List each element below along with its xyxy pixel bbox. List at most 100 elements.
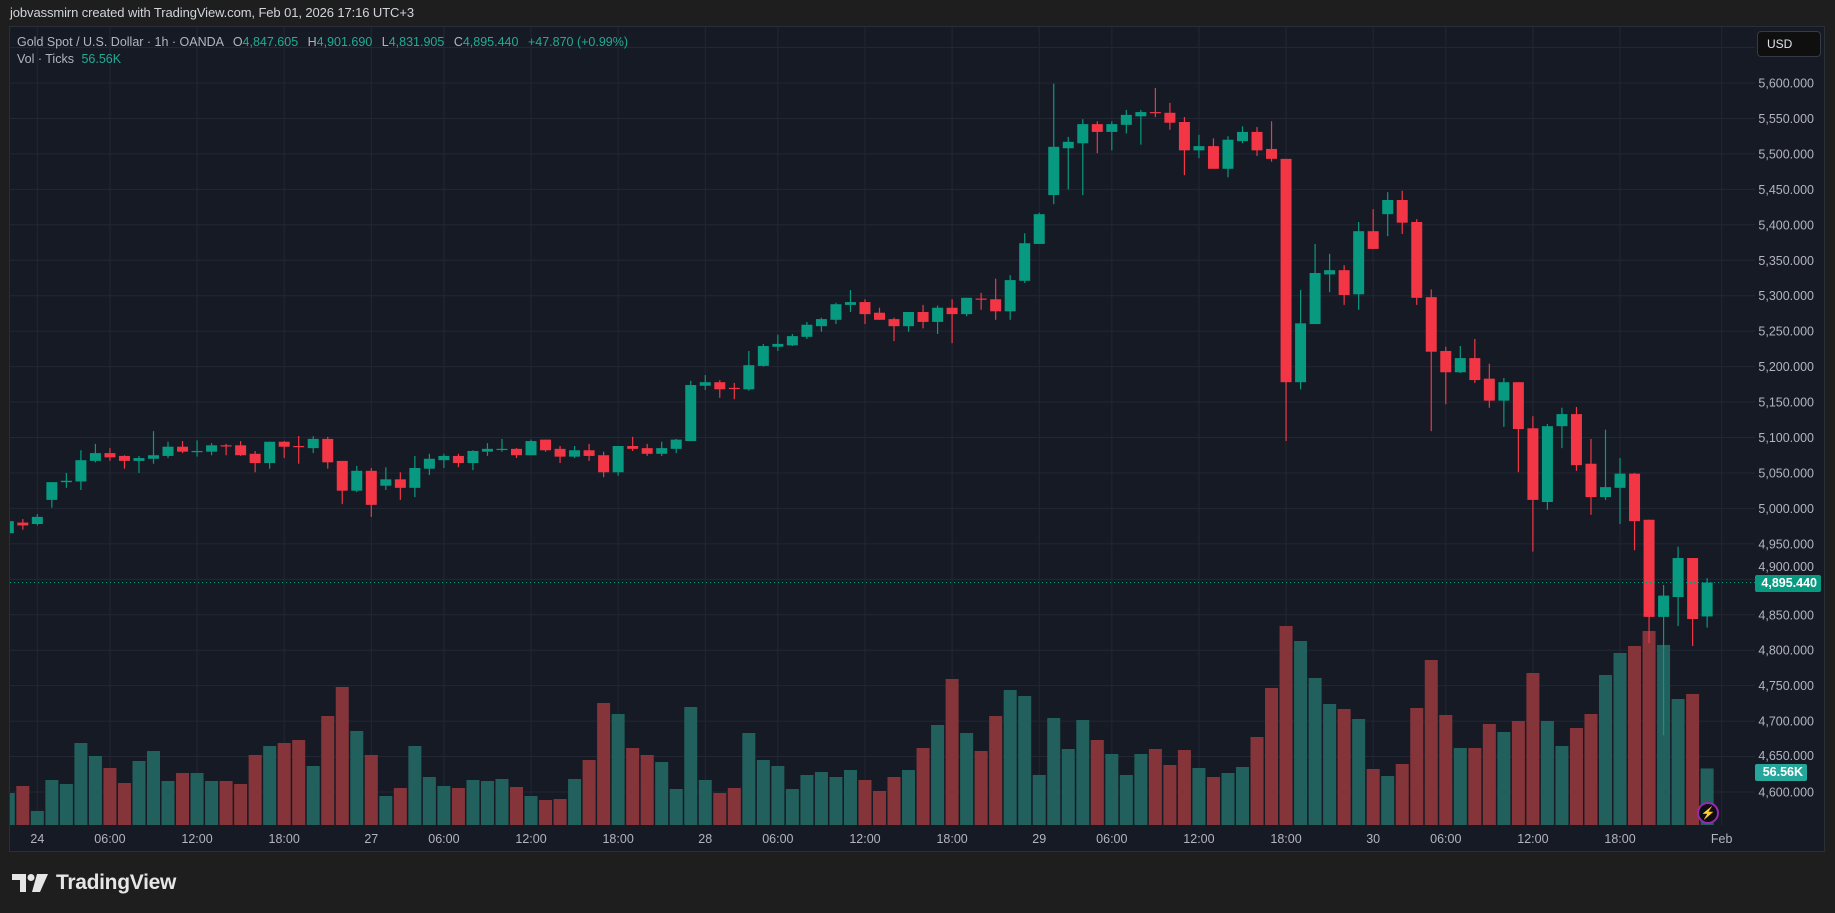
candle[interactable] (1120, 109, 1132, 134)
candle[interactable] (656, 441, 668, 456)
candle[interactable] (75, 450, 87, 490)
candle[interactable] (1353, 221, 1365, 310)
candle[interactable] (1251, 126, 1263, 157)
candle[interactable] (1324, 253, 1336, 293)
candle[interactable] (3, 519, 14, 537)
candle[interactable] (714, 380, 726, 398)
candle[interactable] (932, 305, 944, 334)
candle[interactable] (641, 443, 653, 456)
candle[interactable] (409, 455, 421, 498)
candle[interactable] (1048, 83, 1060, 205)
candle[interactable] (380, 467, 392, 490)
candle[interactable] (148, 431, 159, 464)
candle[interactable] (1062, 136, 1074, 190)
candle[interactable] (540, 439, 552, 452)
candle[interactable] (1701, 578, 1713, 628)
candle[interactable] (1527, 416, 1539, 552)
candle[interactable] (31, 514, 43, 526)
candle[interactable] (89, 443, 101, 463)
candle[interactable] (249, 450, 261, 473)
candle[interactable] (844, 290, 856, 313)
candle[interactable] (815, 317, 827, 332)
candle[interactable] (1570, 407, 1582, 471)
candle[interactable] (336, 460, 348, 505)
candle[interactable] (1658, 584, 1670, 736)
candle[interactable] (1295, 290, 1307, 390)
candle[interactable] (786, 333, 798, 347)
candle[interactable] (1222, 136, 1234, 178)
candle[interactable] (670, 438, 682, 454)
candle[interactable] (728, 382, 740, 400)
candle[interactable] (1019, 233, 1031, 283)
candle[interactable] (1149, 87, 1161, 118)
candle[interactable] (961, 297, 973, 317)
candle[interactable] (757, 343, 769, 367)
candle[interactable] (1382, 192, 1394, 237)
candle[interactable] (1280, 158, 1292, 442)
candle[interactable] (743, 351, 755, 391)
tradingview-logo[interactable]: TradingView (12, 871, 176, 894)
candle[interactable] (1164, 102, 1176, 130)
candle[interactable] (1207, 138, 1219, 169)
candle[interactable] (511, 448, 522, 459)
candle[interactable] (438, 453, 450, 468)
candle[interactable] (859, 299, 871, 325)
candle[interactable] (772, 334, 784, 352)
candle[interactable] (1425, 289, 1437, 432)
candle[interactable] (685, 380, 697, 442)
candle[interactable] (191, 440, 203, 457)
candle[interactable] (1411, 219, 1423, 305)
candle[interactable] (1600, 429, 1611, 500)
candle[interactable] (467, 450, 479, 471)
candle[interactable] (133, 455, 145, 473)
candle[interactable] (888, 317, 900, 342)
candle[interactable] (423, 453, 435, 476)
candle[interactable] (264, 441, 276, 469)
candle[interactable] (1512, 382, 1524, 473)
candle[interactable] (322, 436, 334, 469)
lightning-icon[interactable]: ⚡ (1697, 802, 1719, 824)
candle[interactable] (1440, 346, 1452, 405)
candle[interactable] (235, 441, 247, 456)
candle[interactable] (17, 519, 29, 530)
candle[interactable] (917, 304, 929, 329)
candle[interactable] (1672, 546, 1684, 627)
candle[interactable] (278, 441, 290, 459)
candle[interactable] (1469, 338, 1481, 383)
candle[interactable] (1091, 121, 1103, 154)
candle[interactable] (1643, 519, 1655, 644)
candle[interactable] (1338, 265, 1350, 305)
candle[interactable] (307, 436, 319, 454)
candle[interactable] (1556, 407, 1568, 449)
candle[interactable] (351, 465, 363, 493)
candle[interactable] (1367, 209, 1379, 249)
candle[interactable] (583, 443, 595, 461)
candle[interactable] (1106, 121, 1118, 151)
currency-button[interactable]: USD (1757, 31, 1821, 57)
candle[interactable] (177, 441, 189, 454)
candle[interactable] (903, 312, 915, 332)
candle[interactable] (1266, 121, 1278, 162)
candle[interactable] (946, 299, 958, 344)
candle[interactable] (1585, 438, 1597, 515)
candle[interactable] (496, 438, 508, 452)
candle[interactable] (220, 443, 232, 456)
candle[interactable] (104, 448, 116, 461)
time-axis[interactable]: 24 06:00 12:00 18:00 27 06:00 12:00 18:00 28 06:0… (30, 832, 1732, 846)
candle[interactable] (46, 482, 58, 508)
candle[interactable] (118, 455, 130, 469)
candle[interactable] (1498, 377, 1510, 427)
candle[interactable] (1135, 109, 1147, 145)
candle[interactable] (554, 446, 566, 464)
candle[interactable] (1077, 119, 1089, 196)
candle[interactable] (1178, 117, 1190, 176)
candle[interactable] (394, 472, 406, 500)
candle[interactable] (1237, 126, 1248, 144)
candle[interactable] (1454, 346, 1466, 373)
candle[interactable] (975, 292, 987, 310)
candle[interactable] (1033, 212, 1045, 244)
candle[interactable] (1309, 243, 1321, 325)
candle[interactable] (874, 307, 885, 320)
candle[interactable] (206, 443, 218, 456)
